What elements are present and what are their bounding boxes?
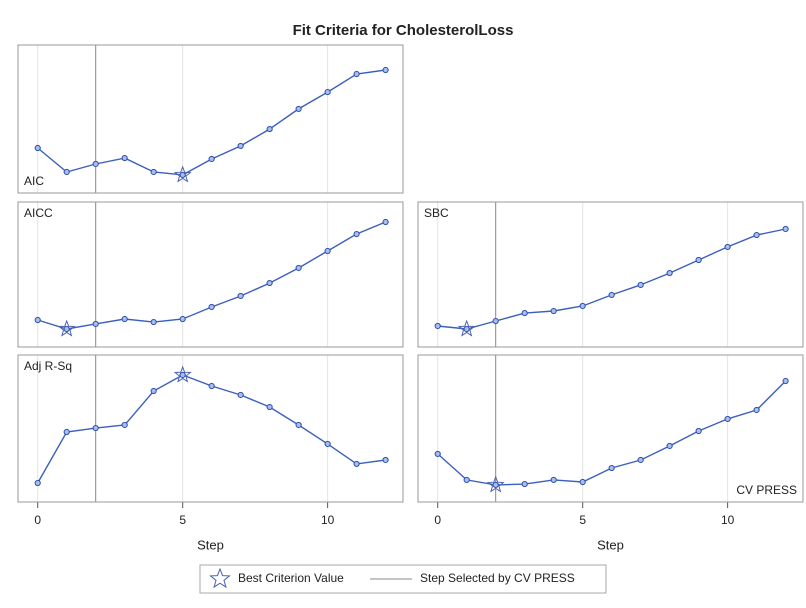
x-tick-label: 0 [434, 513, 441, 527]
point [782, 225, 789, 233]
point [550, 307, 557, 315]
point [434, 322, 441, 330]
point [63, 428, 70, 436]
point [782, 377, 789, 385]
point [34, 316, 41, 324]
point [295, 421, 302, 429]
point [550, 476, 557, 484]
point [353, 230, 360, 238]
point [208, 155, 215, 163]
x-tick-label: 10 [321, 513, 335, 527]
point [463, 325, 470, 333]
x-tick-label: 0 [34, 513, 41, 527]
point [208, 303, 215, 311]
point [237, 391, 244, 399]
panel-frame [417, 354, 804, 503]
point [179, 171, 186, 179]
point [324, 247, 331, 255]
panel-label: CV PRESS [736, 483, 797, 497]
best-star [457, 319, 476, 337]
point [608, 464, 615, 472]
best-star [173, 365, 192, 383]
point [121, 154, 128, 162]
point [121, 421, 128, 429]
point [179, 315, 186, 323]
point [150, 318, 157, 326]
point [63, 168, 70, 176]
panel-frame [17, 354, 404, 503]
x-axis-label: Step [197, 537, 224, 552]
x-axis-label: Step [597, 537, 624, 552]
point [753, 231, 760, 239]
panel-frame [417, 201, 804, 348]
point [382, 218, 389, 226]
point [266, 279, 273, 287]
point [150, 168, 157, 176]
point [521, 309, 528, 317]
point [695, 256, 702, 264]
x-tick-label: 5 [179, 513, 186, 527]
panel-frame [17, 44, 404, 194]
legend-star [209, 567, 231, 589]
series-line [37, 221, 386, 330]
point [92, 424, 99, 432]
point [492, 481, 499, 489]
point [434, 450, 441, 458]
point [382, 456, 389, 464]
best-star [173, 165, 192, 183]
point [237, 142, 244, 150]
point [324, 440, 331, 448]
point [63, 325, 70, 333]
point [34, 479, 41, 487]
panel-label: AIC [24, 174, 44, 188]
point [324, 88, 331, 96]
point [579, 302, 586, 310]
legend-label: Best Criterion Value [238, 571, 344, 585]
panel-label: Adj R-Sq [24, 359, 72, 373]
point [150, 387, 157, 395]
best-star [57, 319, 76, 337]
point [353, 460, 360, 468]
best-star [486, 475, 505, 493]
series-line [437, 228, 786, 330]
point [753, 406, 760, 414]
point [724, 243, 731, 251]
point [208, 382, 215, 390]
point [695, 427, 702, 435]
point [295, 105, 302, 113]
legend-label: Step Selected by CV PRESS [420, 571, 575, 585]
point [179, 371, 186, 379]
point [237, 292, 244, 300]
point [92, 160, 99, 168]
point [666, 442, 673, 450]
point [666, 269, 673, 277]
point [579, 478, 586, 486]
point [266, 403, 273, 411]
point [34, 144, 41, 152]
point [295, 264, 302, 272]
point [353, 70, 360, 78]
chart-title: Fit Criteria for CholesterolLoss [293, 22, 514, 39]
point [92, 320, 99, 328]
point [637, 281, 644, 289]
point [492, 317, 499, 325]
point [724, 415, 731, 423]
panel-label: SBC [424, 206, 449, 220]
x-tick-label: 10 [721, 513, 735, 527]
panel-frame [17, 201, 404, 348]
x-tick-label: 5 [579, 513, 586, 527]
panel-label: AICC [24, 206, 53, 220]
series-line [37, 374, 386, 484]
point [521, 480, 528, 488]
point [121, 315, 128, 323]
point [608, 291, 615, 299]
point [266, 125, 273, 133]
point [463, 476, 470, 484]
point [382, 66, 389, 74]
point [637, 456, 644, 464]
